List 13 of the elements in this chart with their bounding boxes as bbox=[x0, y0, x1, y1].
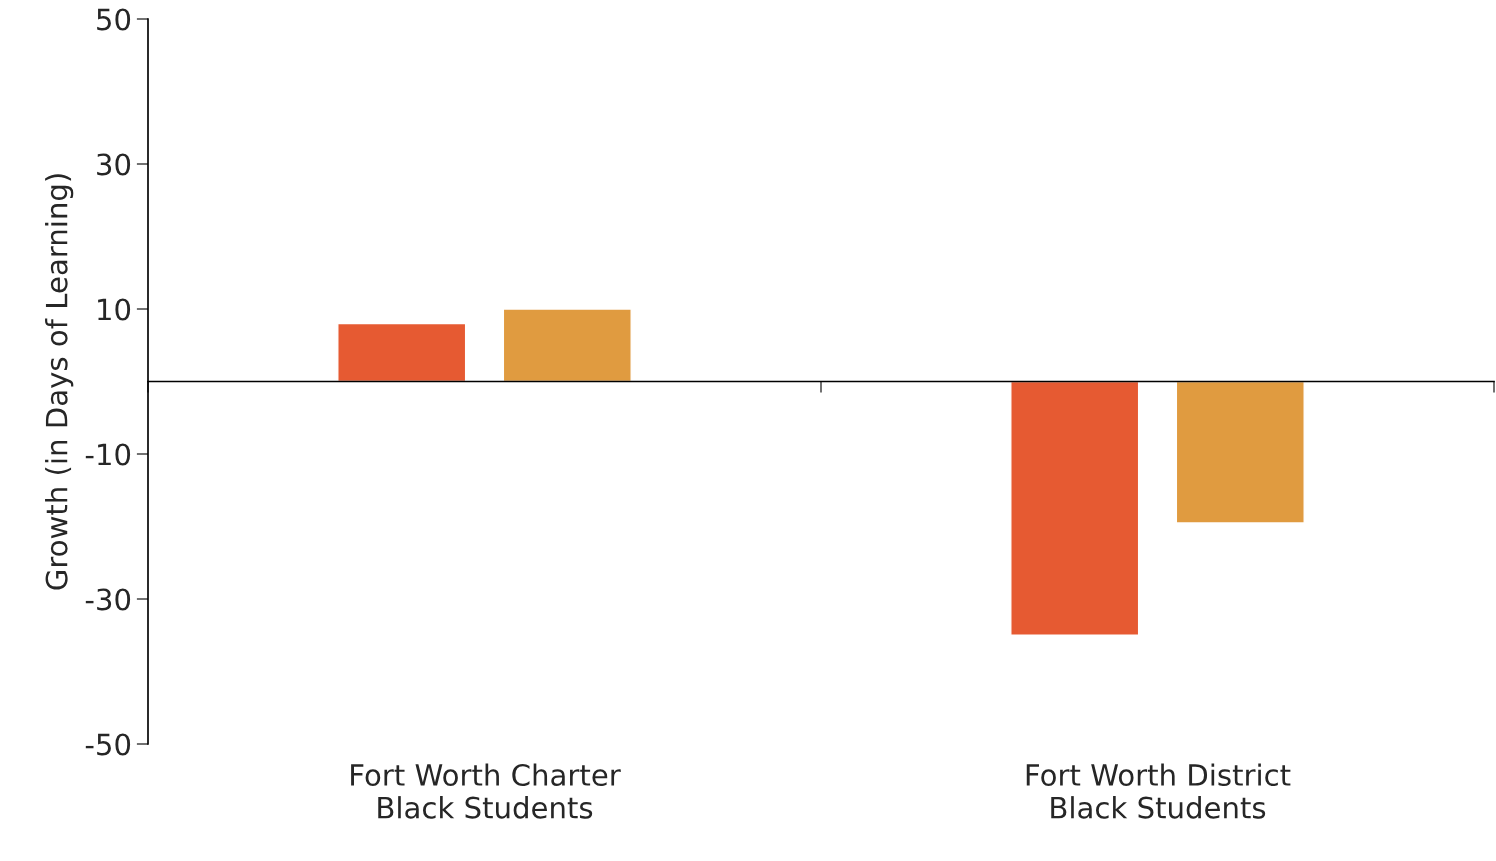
bar bbox=[1175, 380, 1305, 524]
y-axis-title: Growth (in Days of Learning) bbox=[45, 174, 74, 590]
x-tick-label: Fort Worth Charter Black Students bbox=[351, 763, 621, 819]
x-tick-label: Fort Worth District Black Students bbox=[1026, 763, 1291, 819]
y-tick-label: 30 bbox=[97, 153, 131, 176]
bar bbox=[1010, 380, 1140, 636]
bar bbox=[502, 308, 632, 383]
y-tick-label: 50 bbox=[97, 8, 131, 31]
y-tick-label: 10 bbox=[98, 298, 131, 321]
y-tick-label: -50 bbox=[85, 733, 131, 756]
bar bbox=[337, 322, 467, 383]
y-tick-label: -10 bbox=[85, 443, 131, 466]
y-tick-label: -30 bbox=[85, 588, 131, 611]
